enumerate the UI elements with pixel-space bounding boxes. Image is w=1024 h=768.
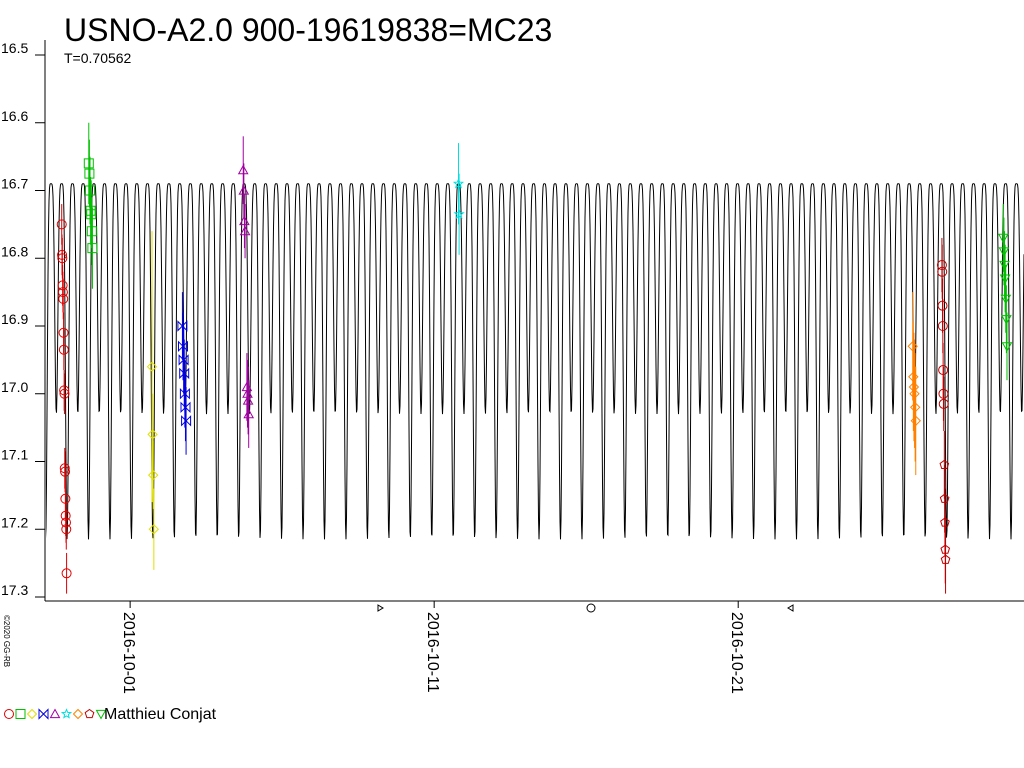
moon-phase-icon: [377, 604, 384, 612]
y-tick-label: 17.0: [1, 379, 28, 395]
y-tick-label: 16.7: [1, 176, 28, 192]
data-point: [910, 415, 922, 427]
x-tick-label: 2016-10-01: [120, 612, 137, 694]
y-tick-label: 16.8: [1, 243, 28, 259]
data-point: [938, 398, 949, 409]
data-point: [938, 388, 949, 399]
data-point: [57, 249, 68, 260]
legend-symbol: [84, 708, 95, 719]
y-tick-label: 16.5: [1, 40, 28, 56]
legend: [4, 708, 107, 720]
y-tick-label: 17.1: [1, 447, 28, 463]
data-point: [909, 402, 921, 413]
data-point: [909, 388, 920, 399]
data-point: [452, 177, 465, 189]
data-point: [87, 243, 98, 254]
legend-symbol: [15, 709, 26, 719]
data-point: [59, 463, 70, 474]
legend-symbol: [49, 708, 61, 719]
data-point: [238, 184, 250, 195]
data-point: [937, 321, 948, 331]
data-point: [146, 361, 158, 372]
x-tick-label: 2016-10-11: [424, 612, 441, 693]
data-point: [61, 568, 72, 579]
legend-symbol: [38, 708, 49, 720]
legend-symbol: [4, 709, 15, 719]
data-point: [938, 365, 949, 376]
data-point: [1001, 315, 1012, 325]
legend-symbol: [72, 708, 84, 720]
data-point: [148, 523, 160, 535]
data-point: [243, 408, 255, 419]
data-point: [147, 469, 159, 481]
data-point: [937, 266, 948, 277]
data-point: [239, 225, 251, 236]
data-point: [453, 208, 465, 219]
data-point: [999, 274, 1011, 285]
y-tick-label: 17.2: [1, 514, 28, 530]
moon-phase-icon: [586, 603, 596, 613]
moon-phase-icon: [787, 604, 794, 612]
legend-label: Matthieu Conjat: [104, 706, 217, 723]
data-point: [908, 371, 919, 383]
period-label: T=0.70562: [64, 50, 132, 66]
data-point: [998, 247, 1010, 258]
data-point: [937, 300, 948, 311]
y-tick-label: 16.6: [1, 108, 28, 124]
data-point: [86, 226, 97, 237]
y-tick-label: 16.9: [1, 311, 28, 327]
data-point: [60, 466, 71, 477]
data-point: [181, 415, 192, 427]
data-point: [180, 401, 191, 414]
data-point: [58, 344, 69, 355]
legend-symbol: [60, 708, 73, 719]
data-point: [58, 293, 69, 304]
data-point: [999, 260, 1010, 271]
data-point: [239, 215, 250, 226]
data-point: [1001, 342, 1013, 352]
chart-title: USNO-A2.0 900-19619838=MC23: [64, 12, 552, 48]
model-curve: [46, 183, 1024, 540]
data-point: [56, 219, 67, 230]
data-point: [242, 394, 254, 405]
data-point: [907, 341, 918, 352]
x-tick-label: 2016-10-21: [728, 612, 745, 694]
legend-symbol: [26, 708, 38, 720]
credit: ©2020 GG-RB: [2, 615, 11, 667]
legend-symbol: [95, 709, 107, 720]
y-tick-label: 17.3: [1, 582, 28, 598]
data-point: [147, 429, 158, 440]
data-point: [59, 388, 70, 399]
data-point: [997, 233, 1009, 244]
data-point: [57, 253, 68, 264]
data-point: [940, 554, 951, 564]
data-point: [1000, 294, 1012, 305]
data-point: [58, 327, 69, 338]
data-point: [61, 524, 72, 535]
data-point: [84, 168, 95, 179]
data-point: [908, 381, 920, 393]
data-point: [237, 164, 249, 175]
data-point: [60, 493, 71, 504]
data-point: [59, 385, 70, 396]
